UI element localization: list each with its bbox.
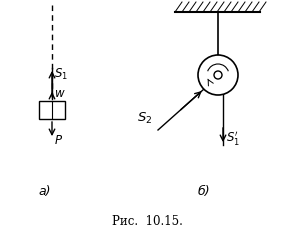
Text: $S_1'$: $S_1'$ — [226, 129, 240, 147]
Text: а): а) — [38, 185, 51, 198]
Bar — [39, 101, 65, 119]
Text: $S_1$: $S_1$ — [54, 66, 68, 82]
Text: Рис.  10.15.: Рис. 10.15. — [111, 215, 183, 228]
Text: $w$: $w$ — [54, 87, 66, 99]
Text: б): б) — [198, 185, 211, 198]
Circle shape — [198, 55, 238, 95]
Circle shape — [214, 71, 222, 79]
Text: $S_2$: $S_2$ — [137, 111, 152, 126]
Text: $P$: $P$ — [54, 134, 63, 147]
